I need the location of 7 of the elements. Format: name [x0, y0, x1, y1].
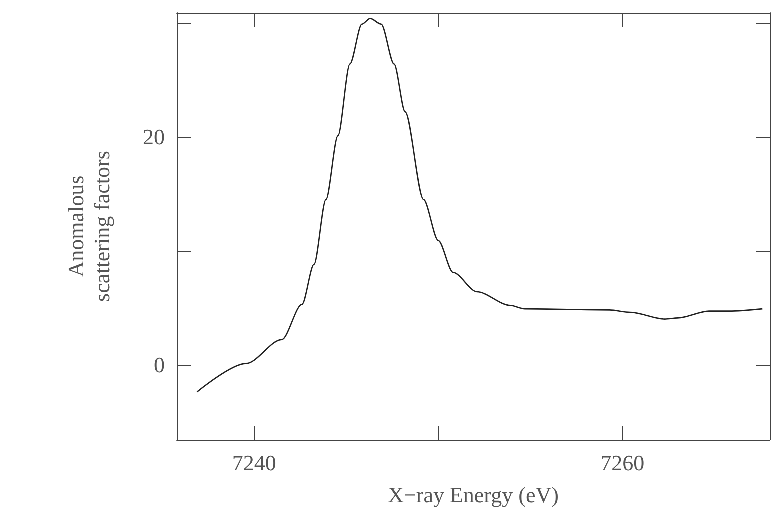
line-series [196, 18, 764, 393]
x-axis-title: X−ray Energy (eV) [388, 482, 559, 508]
x-tick-label: 7240 [232, 450, 276, 476]
y-tick-label: 0 [154, 352, 165, 378]
y-axis-title: Anomalous scattering factors [64, 151, 114, 302]
x-tick-label: 7260 [600, 450, 645, 476]
y-tick-label: 20 [143, 124, 165, 150]
